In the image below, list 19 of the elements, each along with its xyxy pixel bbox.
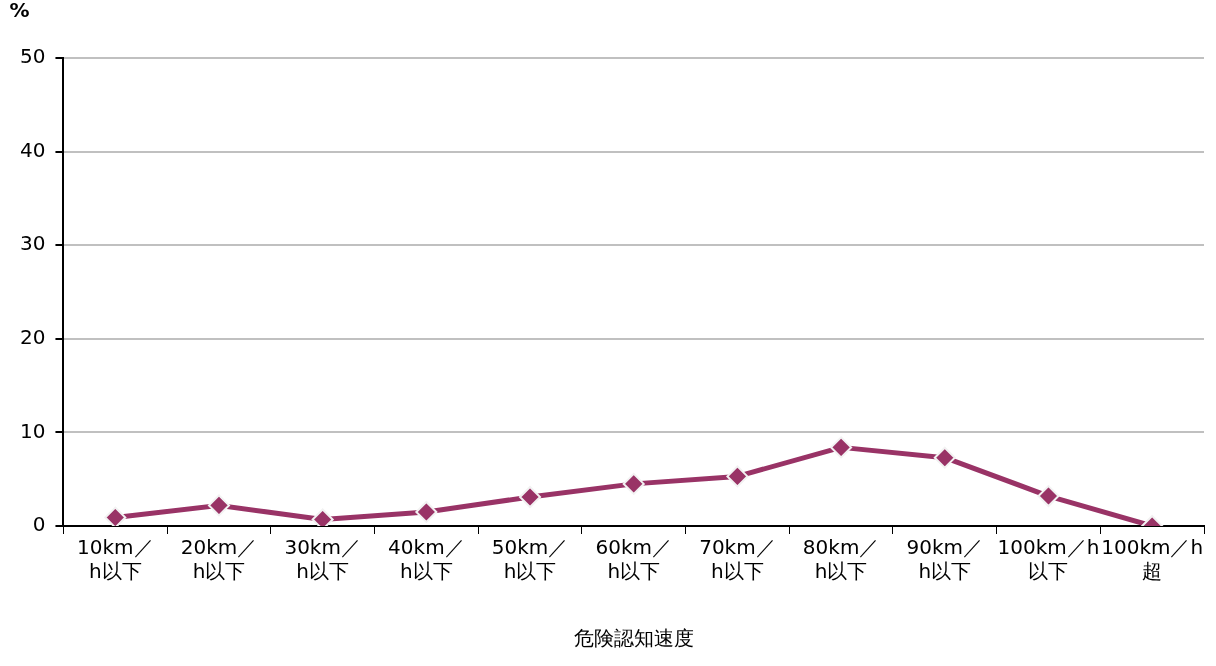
x-tick-label: 100km／h 以下	[997, 535, 1100, 584]
y-tick-label: 20	[20, 325, 46, 349]
x-tick-label: 70km／ h以下	[699, 535, 776, 584]
x-axis-title: 危険認知速度	[573, 626, 694, 651]
x-tick-label: 60km／ h以下	[595, 535, 672, 584]
x-tick-label: 100km／h 超	[1101, 535, 1204, 584]
y-tick-label: 10	[20, 418, 46, 443]
y-tick-label: 40	[20, 137, 46, 162]
y-tick-label: 0	[32, 512, 46, 537]
x-tick-label: 50km／ h以下	[491, 535, 569, 584]
y-tick-label: 30	[20, 231, 46, 256]
x-tick-label: 40km／ h以下	[388, 535, 465, 584]
y-tick-label: 50	[20, 44, 46, 69]
x-tick-label: 20km／ h以下	[180, 535, 258, 584]
x-tick-label: 90km／ h以下	[906, 535, 984, 584]
x-tick-label: 80km／ h以下	[802, 535, 880, 584]
x-tick-label: 10km／ h以下	[77, 535, 154, 584]
x-tick-label: 30km／ h以下	[284, 535, 361, 584]
y-axis-title: %	[9, 0, 30, 23]
